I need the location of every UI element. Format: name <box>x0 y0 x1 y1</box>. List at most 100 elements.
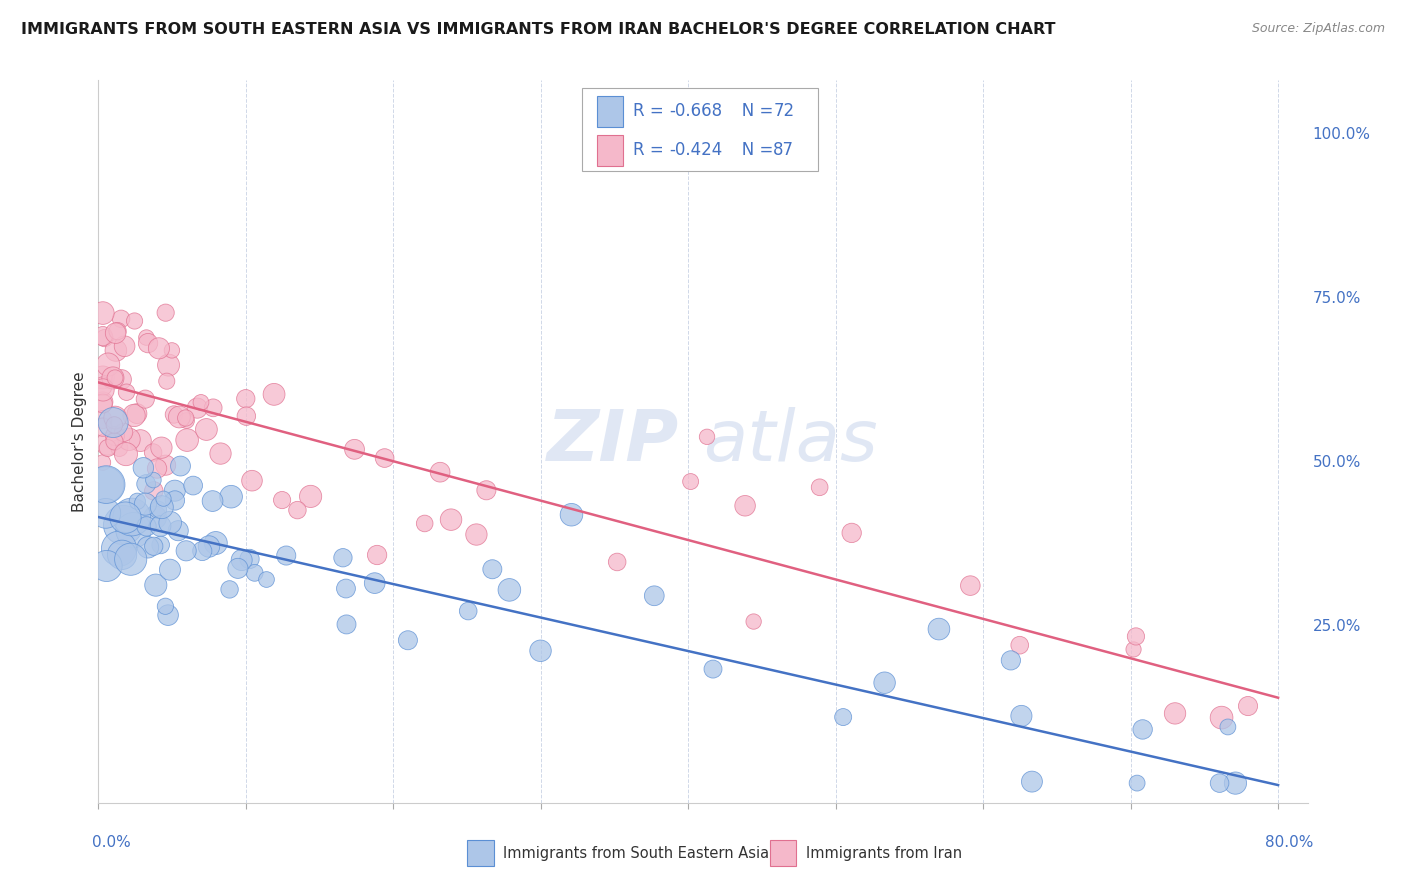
Point <box>149 519 172 533</box>
Point <box>142 483 165 498</box>
Point <box>111 548 134 562</box>
Point <box>873 675 896 690</box>
Point <box>104 326 127 341</box>
Point <box>174 543 197 558</box>
Point <box>606 555 628 569</box>
FancyBboxPatch shape <box>596 136 623 166</box>
Point <box>287 503 309 517</box>
Point <box>475 483 498 498</box>
Point <box>256 573 278 587</box>
FancyBboxPatch shape <box>467 840 494 866</box>
Point <box>157 608 180 623</box>
Point <box>101 371 124 385</box>
Point <box>91 329 114 343</box>
Point <box>115 447 138 461</box>
Point <box>742 615 765 629</box>
Point <box>101 416 124 430</box>
Point <box>91 370 114 384</box>
Point <box>104 343 127 358</box>
Point <box>263 387 285 401</box>
Point <box>198 540 221 554</box>
Text: ZIP: ZIP <box>547 407 679 476</box>
Point <box>91 306 114 320</box>
Point <box>121 510 143 524</box>
Point <box>457 604 479 618</box>
Text: Immigrants from South Eastern Asia: Immigrants from South Eastern Asia <box>503 846 769 861</box>
Point <box>149 538 172 552</box>
Point <box>219 490 242 504</box>
Point <box>91 420 114 434</box>
Point <box>148 341 170 355</box>
Point <box>157 358 180 372</box>
Point <box>97 441 120 455</box>
Point <box>1225 776 1247 790</box>
Point <box>959 579 981 593</box>
Point <box>155 458 177 473</box>
Point <box>1237 699 1260 714</box>
Point <box>103 417 125 432</box>
Point <box>169 458 191 473</box>
Point <box>1122 642 1144 657</box>
Text: R =: R = <box>633 141 669 159</box>
Text: Immigrants from Iran: Immigrants from Iran <box>806 846 962 861</box>
Point <box>440 513 463 527</box>
Point <box>1208 776 1230 790</box>
Point <box>155 599 177 614</box>
Text: R =: R = <box>633 102 669 120</box>
Text: N =: N = <box>725 141 779 159</box>
Point <box>243 566 266 580</box>
Point <box>94 477 117 491</box>
Point <box>108 541 131 556</box>
Point <box>142 473 165 487</box>
Point <box>124 314 146 328</box>
Point <box>134 497 156 511</box>
Point <box>163 493 186 508</box>
Point <box>465 527 488 541</box>
Point <box>238 552 260 566</box>
Point <box>332 550 354 565</box>
Point <box>142 539 165 553</box>
Point <box>127 494 149 508</box>
Text: 72: 72 <box>773 102 794 120</box>
Point <box>91 412 114 426</box>
Point <box>112 518 135 533</box>
Point <box>150 500 173 515</box>
Point <box>1132 723 1154 737</box>
Point <box>1021 774 1043 789</box>
Point <box>235 409 257 424</box>
Point <box>202 401 225 415</box>
Point <box>413 516 436 531</box>
Point <box>136 336 159 351</box>
Point <box>1125 629 1147 643</box>
Text: N =: N = <box>725 102 779 120</box>
Point <box>122 409 145 423</box>
Point <box>156 374 179 388</box>
Point <box>107 324 129 338</box>
Point <box>276 549 298 563</box>
Text: 80.0%: 80.0% <box>1265 835 1313 850</box>
Point <box>129 434 152 448</box>
Point <box>271 493 294 508</box>
Point <box>1010 709 1032 723</box>
Point <box>679 475 702 489</box>
Point <box>91 379 114 393</box>
Point <box>169 409 191 424</box>
Point <box>176 433 198 447</box>
Point <box>235 392 257 406</box>
Point <box>832 710 855 724</box>
Point <box>135 477 157 491</box>
Point <box>159 563 181 577</box>
Point <box>928 622 950 636</box>
Point <box>114 339 136 353</box>
Point <box>142 445 165 459</box>
Point <box>696 430 718 444</box>
FancyBboxPatch shape <box>596 96 623 127</box>
Point <box>734 499 756 513</box>
Point <box>163 483 186 498</box>
Point <box>209 447 232 461</box>
Point <box>135 330 157 344</box>
Point <box>152 491 174 506</box>
Point <box>150 441 173 455</box>
Text: Source: ZipAtlas.com: Source: ZipAtlas.com <box>1251 22 1385 36</box>
Point <box>190 395 212 409</box>
